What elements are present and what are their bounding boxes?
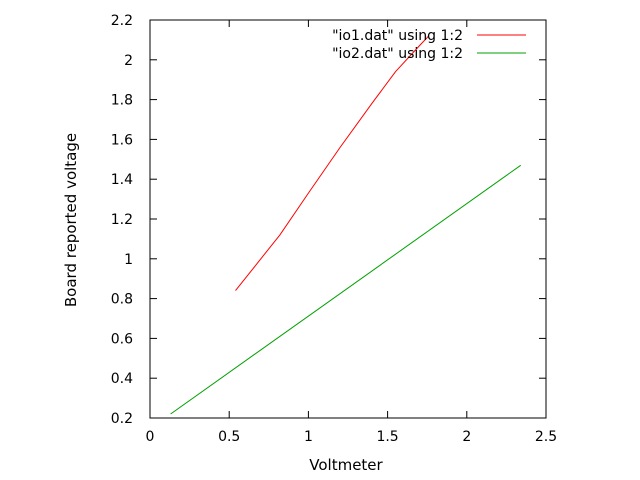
x-axis-label: Voltmeter xyxy=(309,456,383,474)
legend-label-io1: "io1.dat" using 1:2 xyxy=(332,28,463,44)
y-tick-label: 0.8 xyxy=(111,292,133,308)
y-axis: 0.2 0.4 0.6 0.8 1 1.2 1.4 1.6 1.8 2 2.2 xyxy=(111,13,546,427)
legend-label-io2: "io2.dat" using 1:2 xyxy=(332,46,463,62)
x-tick-label: 0.5 xyxy=(218,429,240,445)
y-tick-label: 1.2 xyxy=(111,212,133,228)
y-tick-label: 1.8 xyxy=(111,93,133,109)
series-line-io2 xyxy=(170,164,521,415)
x-tick-label: 2 xyxy=(462,429,471,445)
x-tick-label: 2.5 xyxy=(535,429,557,445)
series-line-io1 xyxy=(235,35,430,291)
y-tick-label: 1.4 xyxy=(111,172,133,188)
x-axis: 0 0.5 1 1.5 2 2.5 xyxy=(146,20,557,445)
y-tick-label: 0.2 xyxy=(111,411,133,427)
y-tick-label: 1 xyxy=(124,252,133,268)
y-tick-label: 1.6 xyxy=(111,132,133,148)
y-tick-label: 2.2 xyxy=(111,13,133,29)
legend: "io1.dat" using 1:2 "io2.dat" using 1:2 xyxy=(332,28,526,62)
x-tick-label: 1 xyxy=(304,429,313,445)
x-tick-label: 0 xyxy=(146,429,155,445)
plot-frame xyxy=(149,19,547,419)
series-layer xyxy=(170,35,521,415)
y-axis-label: Board reported voltage xyxy=(62,133,80,307)
y-tick-label: 2 xyxy=(124,53,133,69)
y-tick-label: 0.4 xyxy=(111,371,133,387)
x-tick-label: 1.5 xyxy=(376,429,398,445)
y-tick-label: 0.6 xyxy=(111,331,133,347)
